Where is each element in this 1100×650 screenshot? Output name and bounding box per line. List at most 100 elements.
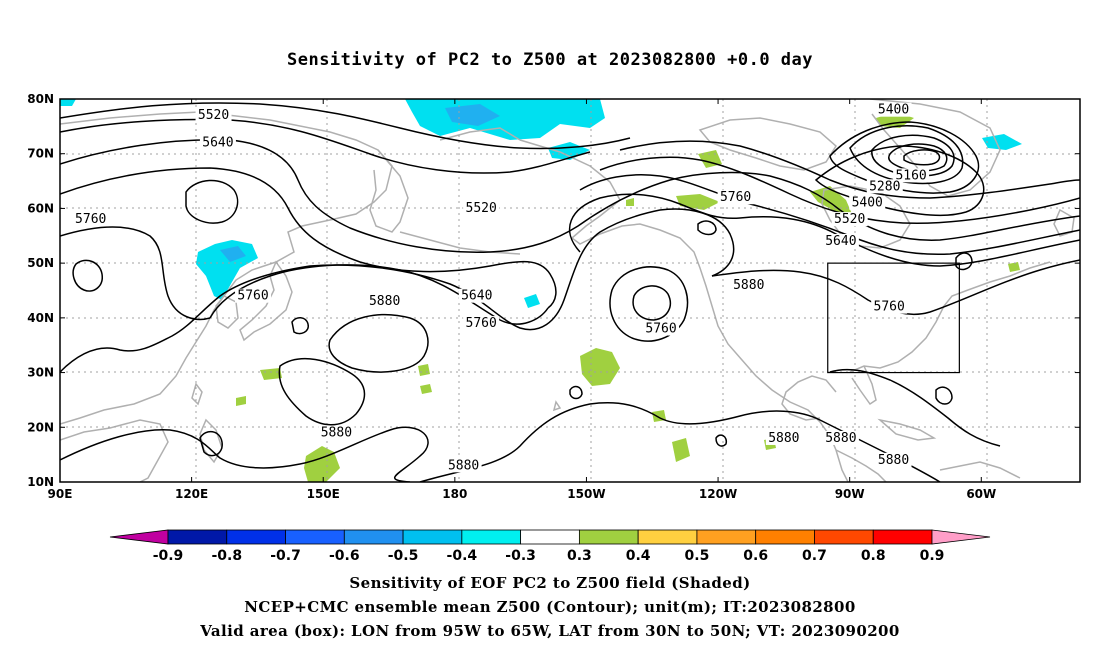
contour-line [903,149,941,166]
contour-label: 5880 [825,431,856,446]
colorbar-swatch [755,529,815,545]
contour-line [328,313,429,373]
colorbar-swatch [637,529,698,545]
longitude-label: 180 [442,487,467,501]
axis-ticks [59,98,1080,483]
contour-line [209,264,549,325]
latitude-labels: 80N 70N 60N 50N 40N 30N 20N 10N [27,92,54,489]
positive-region-canada [810,186,852,214]
latitude-label: 70N [27,147,54,161]
contour-label-background [463,316,500,331]
contour-line [579,174,1080,256]
coast-cuba [877,418,937,441]
contour-label: 5520 [466,201,497,216]
colorbar-swatch [814,529,874,545]
contour-label-background [199,135,236,150]
contour-line [829,368,1001,447]
positive-region-tropics-2 [418,364,430,376]
contour-line [715,434,728,447]
longitude-label: 60W [966,487,996,501]
colorbar-swatch [402,529,463,545]
positive-region-ne-us [1008,262,1020,272]
contour-label: 5400 [878,103,909,118]
negative-region-siberia-core [220,246,246,262]
contour-line [60,167,557,309]
colorbar-label: -0.3 [505,548,536,564]
contour-line [291,317,309,335]
colorbar-swatch [520,529,580,545]
colorbar-label: 0.5 [685,548,710,564]
contour-label-background [822,430,859,445]
latitude-label: 60N [27,201,54,215]
colorbar-label: -0.5 [388,548,419,564]
contour-line [697,220,717,236]
coast-east-us [849,261,1051,373]
colorbar-label: 0.4 [626,548,651,564]
contour-label-background [875,452,912,467]
longitude-label: 150E [307,487,340,501]
contour-label: 5880 [448,458,479,473]
contour-line [60,118,591,174]
shaded-sensitivity [60,99,1022,482]
caption-line-1: Sensitivity of EOF PC2 to Z500 field (Sh… [349,574,751,592]
positive-region-west-pacific [304,446,340,482]
colorbar [109,529,991,545]
positive-region-tropics-1 [260,368,282,380]
latitude-label: 30N [27,366,54,380]
contour-label: 5400 [852,196,883,211]
contour-line [849,125,964,185]
contour-label: 5640 [461,289,492,304]
contour-label-background [875,102,912,117]
contour-label-background [871,299,908,314]
contour-line [185,179,239,224]
contour-line [871,134,955,177]
contour-line [609,266,689,342]
contour-label-background [235,288,272,303]
colorbar-label: -0.7 [270,548,301,564]
valid-area-box [827,262,960,374]
coast-philippines [199,418,223,464]
contour-label-background [318,425,355,440]
contour-label: 5880 [768,431,799,446]
colorbar-swatch [696,529,757,545]
z500-contours [60,102,1080,482]
coast-taiwan [191,382,203,406]
coast-hawaii [552,400,562,412]
colorbar-swatch [167,529,228,545]
coast-arctic-archipelago [698,117,837,171]
colorbar-swatch [578,529,639,545]
colorbar-labels: -0.9 -0.8 -0.7 -0.6 -0.5 -0.4 -0.3 0.3 0.4 0.5 0.6… [153,548,945,564]
positive-region-alaska [676,194,720,210]
contour-label-background [866,179,903,194]
contour-line [888,143,948,172]
latitude-label: 10N [27,475,54,489]
coast-asia [60,111,393,425]
colorbar-swatch [872,529,933,545]
colorbar-swatch [226,529,286,545]
contour-label: 5640 [202,136,233,151]
contour-label: 5760 [720,190,751,205]
negative-region-arctic-core [445,104,500,126]
longitude-label: 90W [835,487,865,501]
coast-bering [439,127,521,141]
contour-line [278,357,366,426]
contour-label-background [849,195,886,210]
colorbar-label: 0.8 [861,548,886,564]
longitude-label: 90E [48,487,73,501]
positive-region-pacific-central [580,348,620,386]
coast-indochina [60,419,169,482]
contour-line [829,121,980,194]
contour-line [619,140,1080,199]
contour-labels: 5520 5640 5760 5760 5880 5880 5880 5520 5640 5760… [72,102,930,473]
contour-line [569,193,1080,267]
contour-line [60,139,1080,254]
caption-line-3: Valid area (box): LON from 95W to 65W, L… [200,622,900,640]
coast-korea [215,295,239,329]
contour-label-background [822,233,859,248]
caption-line-2: NCEP+CMC ensemble mean Z500 (Contour); u… [244,598,856,616]
colorbar-swatch [461,529,522,545]
map-title: Sensitivity of PC2 to Z500 at 2023082800… [286,50,813,70]
contour-label: 5880 [321,425,352,440]
coast-north-america [519,139,849,482]
